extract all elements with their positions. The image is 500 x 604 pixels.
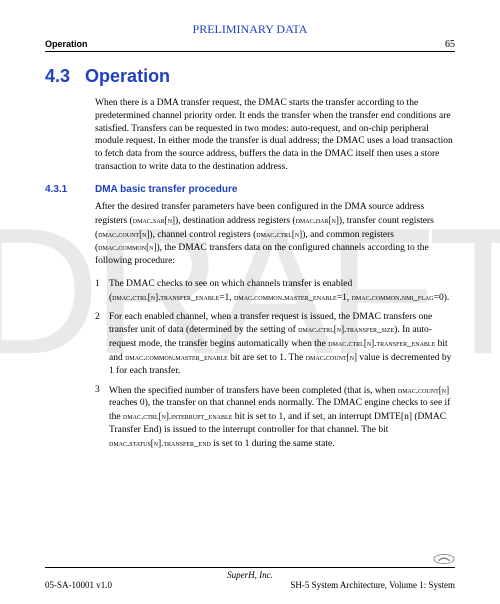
- page-container: PRELIMINARY DATA Operation 65 4.3 Operat…: [0, 0, 500, 604]
- header-section-name: Operation: [45, 39, 88, 50]
- section-number: 4.3: [45, 66, 70, 86]
- intro-paragraph: When there is a DMA transfer request, th…: [95, 97, 455, 174]
- page-number: 65: [445, 39, 455, 50]
- subsection-title-text: DMA basic transfer procedure: [95, 184, 237, 195]
- item-body: For each enabled channel, when a transfe…: [109, 311, 455, 378]
- footer-company: SuperH, Inc.: [45, 570, 455, 580]
- item-body: The DMAC checks to see on which channels…: [109, 278, 455, 305]
- top-banner: PRELIMINARY DATA: [45, 22, 455, 37]
- company-logo-icon: [433, 552, 455, 566]
- item-number: 3: [95, 384, 109, 451]
- item-number: 1: [95, 278, 109, 305]
- section-heading: 4.3 Operation: [45, 66, 455, 87]
- subsection-heading: 4.3.1 DMA basic transfer procedure: [45, 184, 455, 195]
- subsection-number: 4.3.1: [45, 184, 95, 195]
- procedure-item-1: 1 The DMAC checks to see on which channe…: [95, 278, 455, 305]
- footer-doc-title: SH-5 System Architecture, Volume 1: Syst…: [290, 580, 455, 590]
- section-title-text: Operation: [85, 66, 170, 86]
- footer-doc-id: 05-SA-10001 v1.0: [45, 580, 112, 590]
- item-number: 2: [95, 311, 109, 378]
- procedure-item-3: 3 When the specified number of transfers…: [95, 384, 455, 451]
- page-footer: SuperH, Inc. 05-SA-10001 v1.0 SH-5 Syste…: [45, 567, 455, 590]
- procedure-item-2: 2 For each enabled channel, when a trans…: [95, 311, 455, 378]
- running-header: Operation 65: [45, 39, 455, 52]
- subsection-intro: After the desired transfer parameters ha…: [95, 201, 455, 268]
- item-body: When the specified number of transfers h…: [109, 384, 455, 451]
